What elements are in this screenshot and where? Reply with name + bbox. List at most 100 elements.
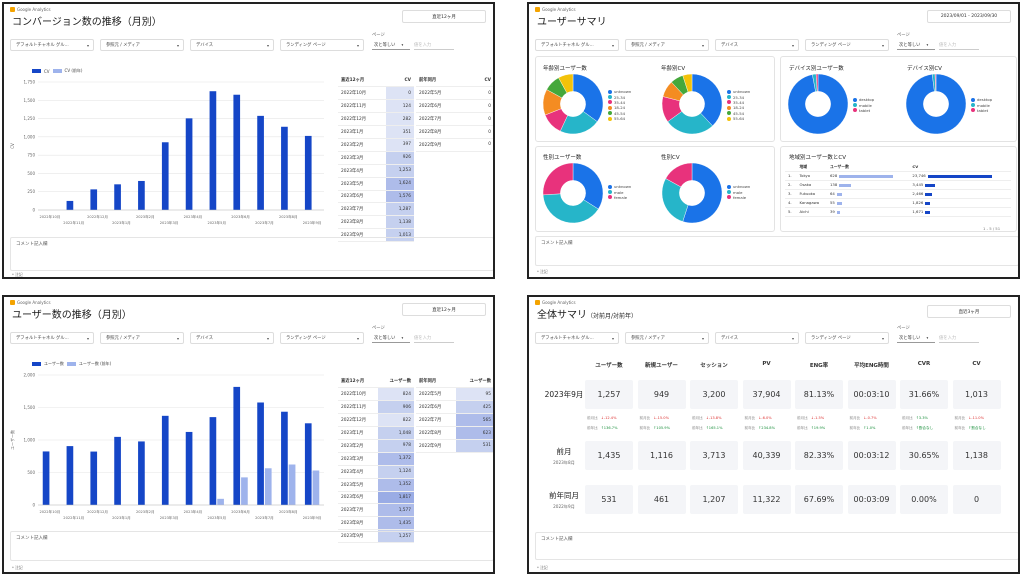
legend-item: 35-44 <box>727 100 750 105</box>
legend-dot <box>727 89 731 94</box>
row-label-text: 2023年9月 <box>544 390 584 399</box>
page-operator-select[interactable]: 次と等しい ▾ <box>897 334 935 343</box>
table-row: 2023年6月 1,817 <box>338 491 414 505</box>
legend-item: 35-44 <box>608 100 631 105</box>
legend-item: desktop <box>971 97 992 102</box>
col-header[interactable]: 地域 <box>796 163 827 172</box>
channel-filter[interactable]: デフォルトチャネル グル... ▾ <box>535 39 619 51</box>
col-header[interactable]: 直近12ヶ月 <box>338 74 386 88</box>
table-cell: 0 <box>385 86 414 101</box>
delta-group: ↓-12.4% <box>601 416 617 421</box>
bar[interactable] <box>281 411 288 505</box>
bar[interactable] <box>257 402 264 505</box>
landing-filter[interactable]: ランディング ページ ▾ <box>280 332 364 344</box>
page-operator-select[interactable]: 次と等しい ▾ <box>897 41 935 50</box>
page-value-input[interactable]: 値を入力 <box>939 41 979 50</box>
bar[interactable] <box>288 464 296 505</box>
col-header[interactable]: ユーザー数 <box>378 375 414 389</box>
legend-label: 25-34 <box>733 94 745 100</box>
table-row: 2023年9月 1,257 <box>338 529 414 544</box>
bar[interactable] <box>90 189 98 210</box>
bar[interactable] <box>209 417 217 505</box>
bar[interactable] <box>161 142 169 210</box>
bar[interactable] <box>42 451 50 505</box>
pie-hole <box>560 180 586 206</box>
analytics-icon <box>535 300 540 305</box>
col-header[interactable]: 前年同月 <box>416 74 471 88</box>
table-cell: Fukuoka <box>796 189 827 199</box>
date-range-control[interactable]: 直近12ヶ月 <box>402 303 486 316</box>
legend-dot <box>727 111 731 116</box>
date-range-control[interactable]: 直近3ヶ月 <box>927 305 1011 318</box>
table-row: 2023年5月 1,624 <box>338 177 414 191</box>
channel-filter[interactable]: デフォルトチャネル グル... ▾ <box>10 332 94 344</box>
bar[interactable] <box>257 115 264 210</box>
bar[interactable] <box>114 184 121 210</box>
delta-value: -6.0% <box>761 416 772 420</box>
bar[interactable] <box>304 423 312 505</box>
channel-filter[interactable]: デフォルトチャネル グル... ▾ <box>535 332 619 344</box>
bar[interactable] <box>304 135 312 210</box>
bar[interactable] <box>312 470 320 505</box>
comment-box[interactable]: コメント記入欄 <box>10 237 493 271</box>
comment-box[interactable]: コメント記入欄 <box>535 532 1018 560</box>
device-filter[interactable]: デバイス ▾ <box>190 39 274 51</box>
table-cell: 0 <box>470 99 493 114</box>
col-header[interactable]: CV <box>385 74 414 88</box>
bar[interactable] <box>264 468 272 505</box>
delta-value: 割合なし <box>918 426 934 430</box>
device-filter[interactable]: デバイス ▾ <box>715 39 799 51</box>
page-operator-select[interactable]: 次と等しい ▾ <box>372 334 410 343</box>
source-filter[interactable]: 参照元 / メディア ▾ <box>625 39 709 51</box>
landing-filter[interactable]: ランディング ページ ▾ <box>805 39 889 51</box>
bar[interactable] <box>66 200 74 210</box>
comment-box[interactable]: コメント記入欄 <box>535 236 1018 266</box>
table-cell: 2023年3月 <box>338 151 386 165</box>
col-header[interactable]: 直近12ヶ月 <box>338 375 379 389</box>
page-value-input[interactable]: 値を入力 <box>939 334 979 343</box>
channel-filter[interactable]: デフォルトチャネル グル... ▾ <box>10 39 94 51</box>
date-range-control[interactable]: 2023/09/01 - 2023/09/30 <box>927 10 1011 23</box>
col-header[interactable]: CV <box>470 74 493 88</box>
source-filter[interactable]: 参照元 / メディア ▾ <box>100 332 184 344</box>
col-header[interactable]: 前年同月 <box>416 375 456 389</box>
bar[interactable] <box>233 386 241 505</box>
x-tick-label: 2023年7月 <box>255 220 274 225</box>
bar[interactable] <box>185 431 193 505</box>
bar[interactable] <box>114 436 121 505</box>
date-range-control[interactable]: 直近12ヶ月 <box>402 10 486 23</box>
bar[interactable] <box>209 91 217 210</box>
page-value-input[interactable]: 値を入力 <box>414 41 454 50</box>
delta-label: 前年比 <box>902 426 913 430</box>
legend-label: female <box>733 194 747 200</box>
bar[interactable] <box>90 451 98 505</box>
delta-yoy: 前年比 ↑105.9% <box>640 426 671 431</box>
col-header[interactable]: ユーザー数 <box>826 163 910 172</box>
bar[interactable] <box>138 441 145 505</box>
bar[interactable] <box>281 126 288 210</box>
table-row: 2022年9月 531 <box>416 439 493 453</box>
bar[interactable] <box>185 118 193 210</box>
x-tick-label: 2023年8月 <box>279 214 298 219</box>
col-header[interactable]: ユーザー数 <box>455 375 493 389</box>
table-cell: 3. <box>785 189 797 199</box>
device-filter[interactable]: デバイス ▾ <box>715 332 799 344</box>
legend-label: 35-44 <box>733 99 745 105</box>
device-filter[interactable]: デバイス ▾ <box>190 332 274 344</box>
bar[interactable] <box>161 415 169 505</box>
landing-filter[interactable]: ランディング ページ ▾ <box>280 39 364 51</box>
bar[interactable] <box>138 180 145 210</box>
pagination[interactable]: 1 - 5 / 51 <box>983 226 1001 231</box>
comment-box[interactable]: コメント記入欄 <box>10 531 493 561</box>
bar[interactable] <box>66 446 74 505</box>
col-header[interactable]: CV <box>909 163 1011 172</box>
bar[interactable] <box>217 498 224 505</box>
row-label: 前月 2023年8月 <box>529 446 599 466</box>
source-filter[interactable]: 参照元 / メディア ▾ <box>100 39 184 51</box>
bar[interactable] <box>241 477 248 505</box>
landing-filter[interactable]: ランディング ページ ▾ <box>805 332 889 344</box>
page-operator-select[interactable]: 次と等しい ▾ <box>372 41 410 50</box>
bar[interactable] <box>233 94 241 210</box>
page-value-input[interactable]: 値を入力 <box>414 334 454 343</box>
source-filter[interactable]: 参照元 / メディア ▾ <box>625 332 709 344</box>
